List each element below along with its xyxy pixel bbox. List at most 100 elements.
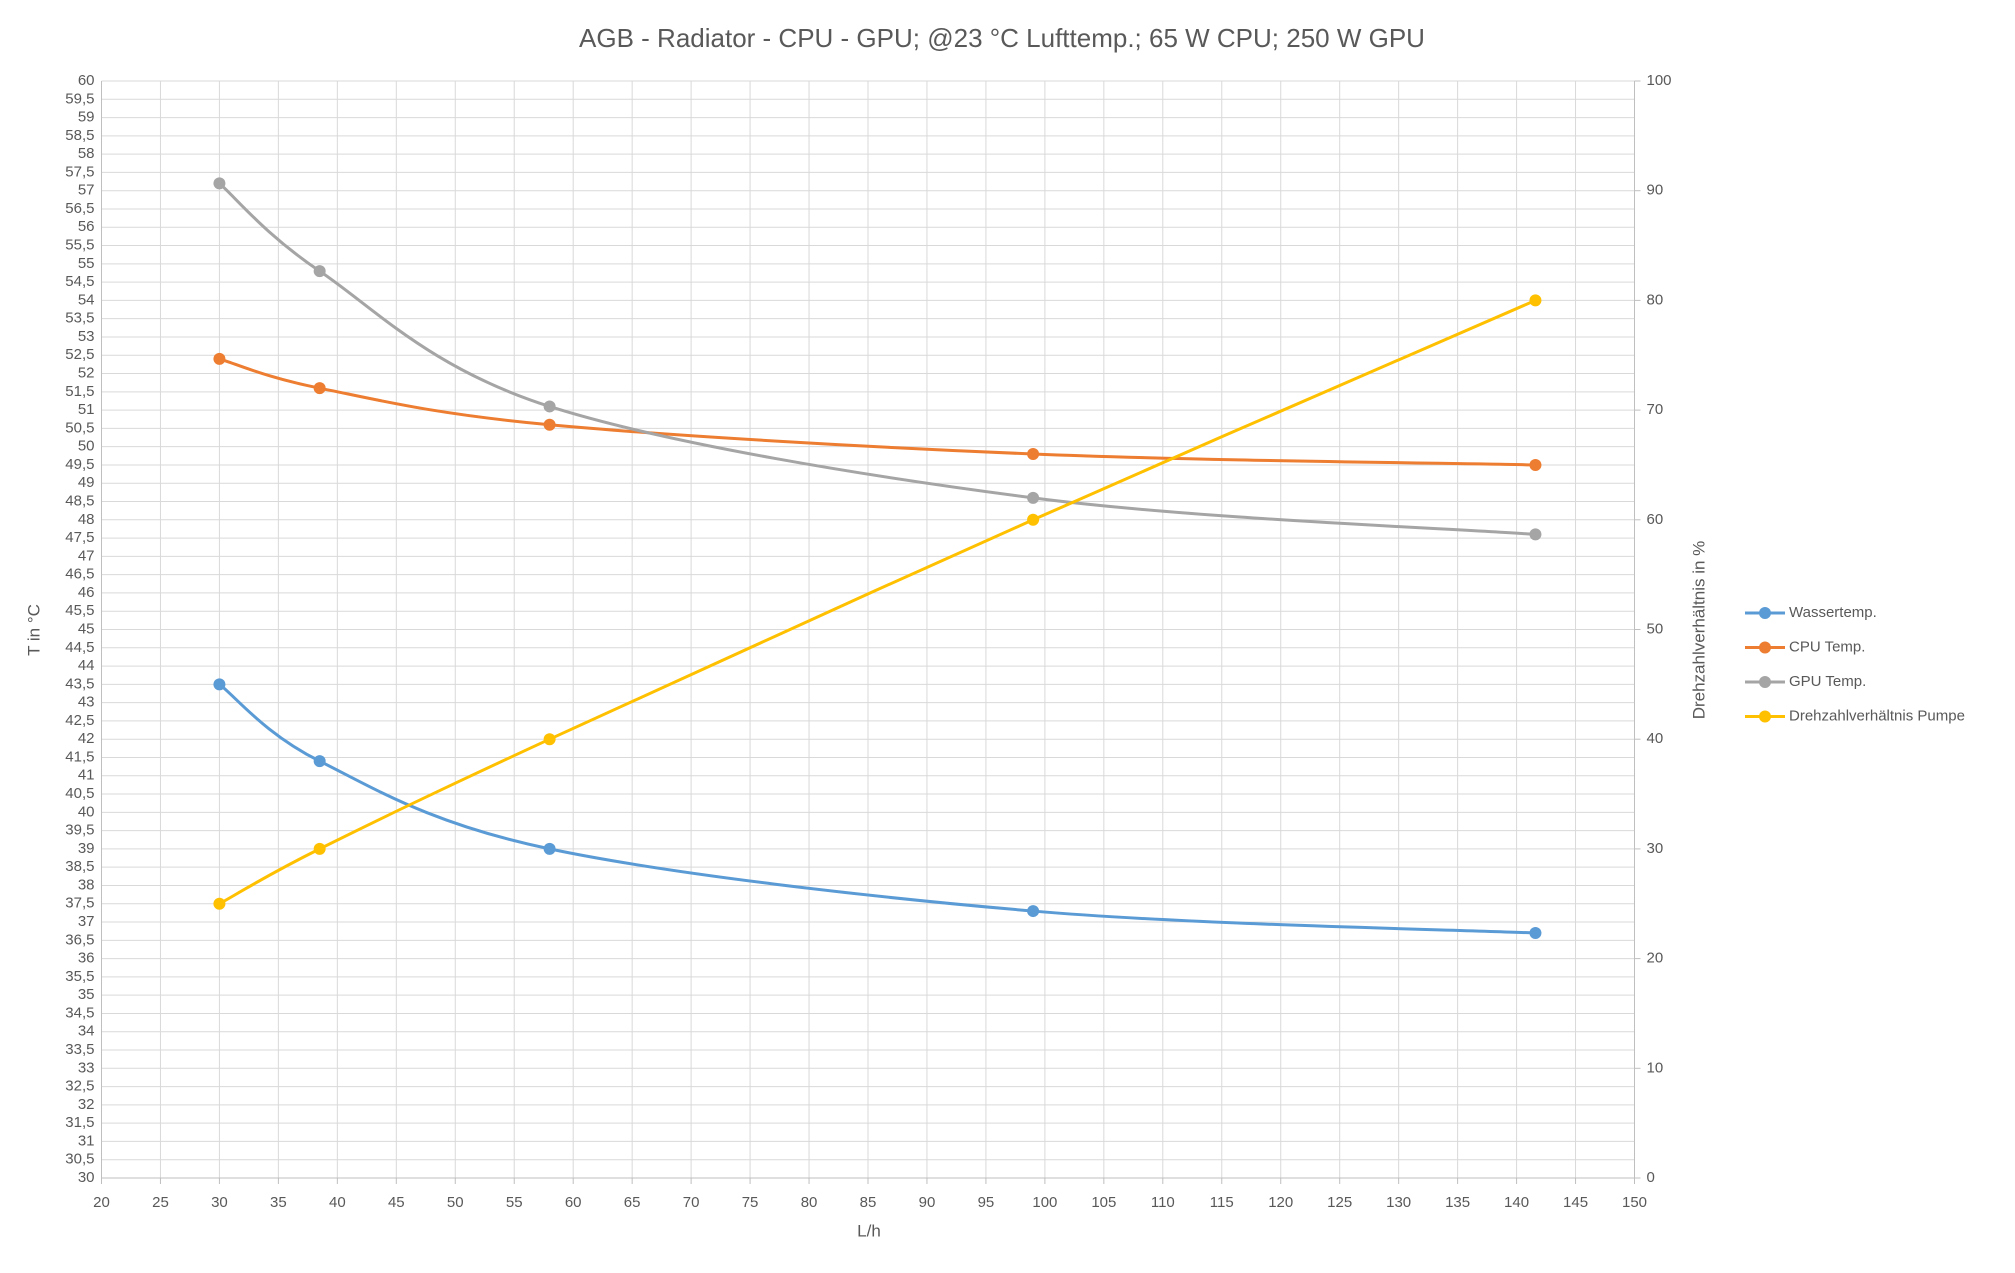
y-tick-label: 44 — [78, 657, 95, 674]
y2-axis-title: Drehzahlverhältnis in % — [1689, 541, 1708, 720]
y-tick-label: 50 — [78, 438, 95, 455]
x-tick-label: 125 — [1327, 1194, 1352, 1211]
y2-tick-label: 80 — [1647, 291, 1664, 308]
legend-label: Drehzahlverhältnis Pumpe — [1789, 707, 1965, 724]
data-point — [543, 400, 556, 413]
y-tick-label: 38,5 — [65, 858, 94, 875]
x-tick-label: 45 — [388, 1194, 405, 1211]
x-tick-label: 30 — [211, 1194, 228, 1211]
x-tick-label: 75 — [742, 1194, 759, 1211]
x-tick-label: 55 — [506, 1194, 523, 1211]
y-tick-label: 42,5 — [65, 712, 94, 729]
data-point — [1529, 458, 1542, 471]
data-point — [1529, 927, 1542, 940]
y-tick-label: 56 — [78, 218, 95, 235]
y-tick-label: 41 — [78, 767, 95, 784]
y-tick-label: 56,5 — [65, 200, 94, 217]
x-tick-label: 50 — [447, 1194, 464, 1211]
x-tick-label: 40 — [329, 1194, 346, 1211]
data-point — [543, 842, 556, 855]
y-tick-label: 50,5 — [65, 419, 94, 436]
y-tick-label: 44,5 — [65, 639, 94, 656]
x-tick-label: 35 — [270, 1194, 287, 1211]
x-tick-label: 115 — [1210, 1194, 1234, 1211]
x-tick-label: 70 — [683, 1194, 700, 1211]
y-tick-label: 52,5 — [65, 346, 94, 363]
y-tick-label: 46 — [78, 584, 95, 601]
data-point — [213, 352, 226, 365]
y2-tick-label: 30 — [1647, 840, 1664, 857]
y-tick-label: 58 — [78, 145, 95, 162]
y-tick-label: 36,5 — [65, 931, 94, 948]
x-tick-label: 100 — [1032, 1194, 1057, 1211]
y-tick-label: 57 — [78, 182, 95, 199]
data-point — [313, 265, 326, 278]
y2-tick-label: 60 — [1647, 511, 1664, 528]
y-tick-label: 46,5 — [65, 566, 94, 583]
data-point — [1529, 528, 1542, 541]
y-tick-label: 45 — [78, 620, 95, 637]
y-tick-label: 30 — [78, 1169, 95, 1186]
y-tick-label: 57,5 — [65, 163, 94, 180]
legend-label: CPU Temp. — [1789, 638, 1865, 655]
x-tick-label: 90 — [919, 1194, 936, 1211]
y-tick-label: 39,5 — [65, 822, 94, 839]
data-point — [313, 755, 326, 768]
data-point — [213, 678, 226, 691]
y-tick-label: 36 — [78, 950, 95, 967]
y-tick-label: 37,5 — [65, 895, 94, 912]
y-axis-title: T in °C — [24, 604, 43, 656]
x-tick-label: 130 — [1386, 1194, 1411, 1211]
y-tick-label: 40 — [78, 803, 95, 820]
legend-marker — [1759, 607, 1771, 619]
data-point — [1027, 905, 1040, 918]
y-tick-label: 53,5 — [65, 310, 94, 327]
y-tick-label: 51,5 — [65, 383, 94, 400]
y2-tick-label: 40 — [1647, 730, 1664, 747]
y-tick-label: 47 — [78, 547, 95, 564]
chart-title: AGB - Radiator - CPU - GPU; @23 °C Luftt… — [579, 23, 1425, 53]
y-tick-label: 60 — [78, 72, 95, 89]
data-point — [1027, 447, 1040, 460]
y-tick-label: 40,5 — [65, 785, 94, 802]
x-tick-label: 20 — [93, 1194, 110, 1211]
data-point — [1027, 513, 1040, 526]
data-point — [543, 418, 556, 431]
x-tick-label: 95 — [978, 1194, 995, 1211]
x-tick-label: 120 — [1268, 1194, 1293, 1211]
x-axis-title: L/h — [857, 1221, 881, 1240]
data-point — [313, 382, 326, 395]
y-tick-label: 39 — [78, 840, 95, 857]
y-tick-label: 59,5 — [65, 90, 94, 107]
x-tick-label: 145 — [1563, 1194, 1588, 1211]
x-tick-label: 105 — [1091, 1194, 1116, 1211]
x-tick-label: 150 — [1622, 1194, 1647, 1211]
y-tick-label: 54,5 — [65, 273, 94, 290]
y2-tick-label: 70 — [1647, 401, 1664, 418]
y-tick-label: 38 — [78, 876, 95, 893]
y-tick-label: 49,5 — [65, 456, 94, 473]
y-tick-label: 37 — [78, 913, 95, 930]
data-point — [213, 897, 226, 910]
y-tick-label: 34,5 — [65, 1004, 94, 1021]
x-tick-label: 60 — [565, 1194, 582, 1211]
x-tick-label: 80 — [801, 1194, 818, 1211]
y-tick-label: 33 — [78, 1059, 95, 1076]
y2-tick-label: 50 — [1647, 620, 1664, 637]
legend-marker — [1759, 641, 1771, 654]
y-tick-label: 48,5 — [65, 492, 94, 509]
y-tick-label: 31 — [78, 1132, 95, 1149]
y-tick-label: 47,5 — [65, 529, 94, 546]
legend-marker — [1759, 710, 1771, 723]
y2-tick-label: 20 — [1647, 950, 1664, 967]
y-tick-label: 41,5 — [65, 748, 94, 765]
legend-label: GPU Temp. — [1789, 673, 1866, 690]
y-tick-label: 54 — [78, 291, 95, 308]
y-tick-label: 52 — [78, 365, 95, 382]
y-tick-label: 33,5 — [65, 1041, 94, 1058]
y-tick-label: 59 — [78, 109, 95, 126]
y-tick-label: 30,5 — [65, 1151, 94, 1168]
data-point — [1529, 294, 1542, 307]
